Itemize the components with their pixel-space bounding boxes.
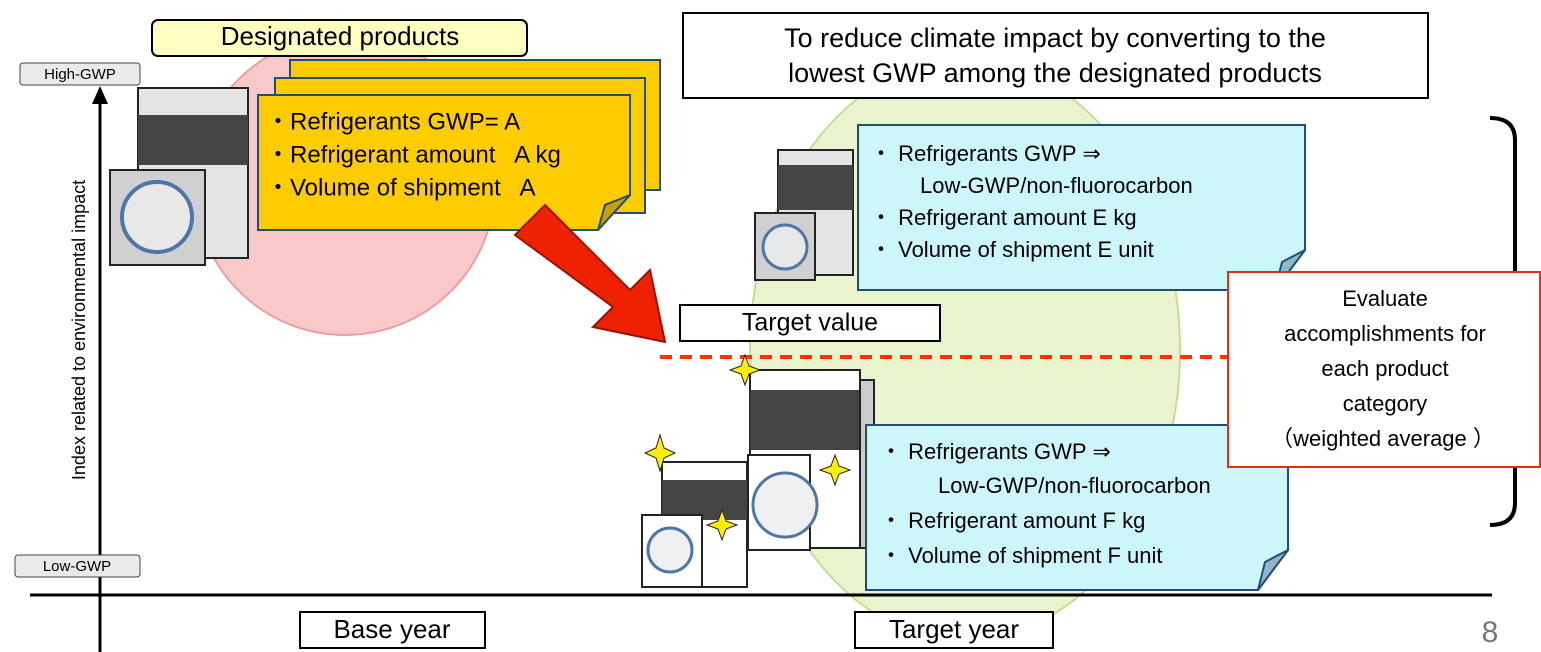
- card-fold: [1257, 549, 1289, 591]
- card-line: ・ Refrigerant amount E kg: [870, 205, 1137, 230]
- low-gwp-box: [14, 554, 141, 578]
- designated-label: Designated products: [221, 21, 459, 51]
- fan: [751, 471, 819, 539]
- card-line: ・Volume of shipment A: [266, 174, 535, 201]
- fan: [761, 223, 809, 271]
- card-line: ・ Refrigerants GWP ⇒: [880, 439, 1111, 464]
- evaluate-box: [1227, 271, 1541, 468]
- evaluate-line: accomplishments for: [1284, 321, 1486, 346]
- high-gwp-box: [19, 62, 141, 86]
- y-axis-arrow: [92, 86, 108, 104]
- sparkle: [818, 453, 852, 487]
- target-year-label: Target year: [889, 614, 1019, 644]
- goal-line: To reduce climate impact by converting t…: [784, 23, 1326, 53]
- sparkle: [728, 353, 762, 387]
- card-line: ・ Refrigerants GWP ⇒: [870, 141, 1101, 166]
- sparkle: [643, 433, 677, 473]
- card-line: Low-GWP/non-fluorocarbon: [938, 473, 1211, 498]
- card-line: ・Refrigerants GWP= A: [266, 108, 520, 135]
- target-value-box: [679, 304, 941, 342]
- unit-band: [778, 165, 853, 210]
- evaluate-line: each product: [1321, 356, 1448, 381]
- card-fold: [597, 194, 631, 231]
- unit-band: [662, 480, 747, 520]
- card-line: ・Refrigerant amount A kg: [266, 141, 561, 168]
- card-line: ・ Volume of shipment E unit: [870, 237, 1154, 262]
- card-line: ・ Refrigerant amount F kg: [880, 508, 1145, 533]
- sparkle: [705, 508, 739, 542]
- target-value-label: Target value: [742, 309, 878, 337]
- low-gwp-label: Low-GWP: [43, 558, 111, 575]
- base-year-box: [299, 611, 486, 649]
- unit-band: [138, 115, 248, 165]
- evaluate-line: （weighted average ）: [1271, 426, 1495, 451]
- page-number: 8: [1482, 616, 1499, 649]
- y-axis-label: Index related to environmental impact: [69, 180, 89, 480]
- fan: [646, 526, 694, 574]
- card-line: ・ Volume of shipment F unit: [880, 543, 1162, 568]
- card-line: Low-GWP/non-fluorocarbon: [920, 173, 1193, 198]
- evaluate-line: Evaluate: [1342, 286, 1428, 311]
- evaluate-line: category: [1343, 391, 1427, 416]
- fan: [120, 180, 194, 254]
- high-gwp-label: High-GWP: [44, 66, 116, 83]
- arrow: [513, 203, 667, 344]
- designated-box: [151, 19, 528, 57]
- target-year-box: [854, 611, 1054, 649]
- unit-band: [750, 390, 860, 450]
- goal-box: [682, 12, 1429, 99]
- goal-line: lowest GWP among the designated products: [788, 58, 1322, 88]
- base-year-label: Base year: [333, 614, 450, 644]
